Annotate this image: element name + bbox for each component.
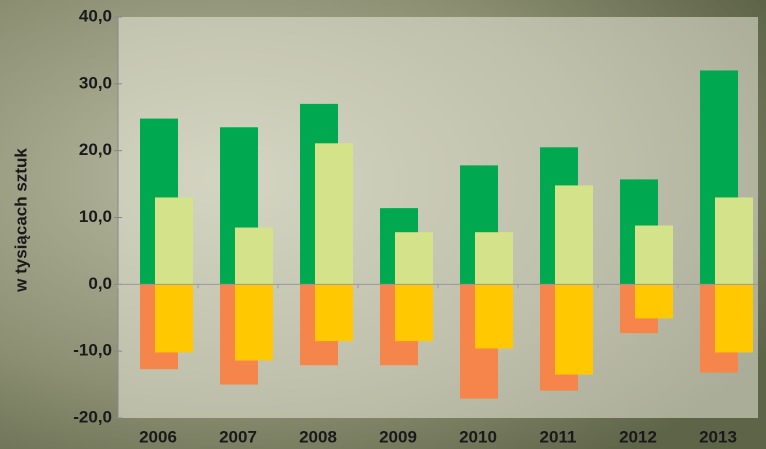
x-tick-label: 2008 — [299, 427, 337, 446]
bar — [155, 197, 193, 284]
x-tick-label: 2012 — [619, 427, 657, 446]
bar — [155, 284, 193, 352]
bar — [395, 232, 433, 284]
y-tick-label: 30,0 — [79, 73, 112, 92]
bar — [715, 284, 753, 352]
bar — [395, 284, 433, 341]
x-tick-label: 2009 — [379, 427, 417, 446]
bar — [235, 284, 273, 360]
bar — [235, 228, 273, 285]
bar — [635, 284, 673, 318]
bar — [315, 143, 353, 284]
bar — [635, 226, 673, 285]
y-tick-label: 20,0 — [79, 140, 112, 159]
x-tick-label: 2013 — [699, 427, 737, 446]
y-axis-label: w tysiącach sztuk — [11, 148, 30, 293]
y-tick-label: -10,0 — [73, 341, 112, 360]
bar — [475, 284, 513, 348]
y-tick-label: -20,0 — [73, 407, 112, 426]
x-tick-label: 2011 — [540, 427, 577, 446]
x-tick-label: 2010 — [459, 427, 497, 446]
bar — [475, 232, 513, 284]
chart: w tysiącach sztuk -20,0 -10,0 0,0 10,0 20,0 3… — [0, 0, 766, 449]
plot-area — [118, 17, 758, 418]
y-tick-label: 10,0 — [79, 207, 112, 226]
y-tick-label: 40,0 — [79, 6, 112, 25]
bar — [715, 197, 753, 284]
bar — [315, 284, 353, 341]
bar — [555, 284, 593, 374]
x-tick-label: 2006 — [139, 427, 177, 446]
x-tick-label: 2007 — [219, 427, 257, 446]
bar — [555, 185, 593, 284]
y-tick-label: 0,0 — [88, 274, 112, 293]
